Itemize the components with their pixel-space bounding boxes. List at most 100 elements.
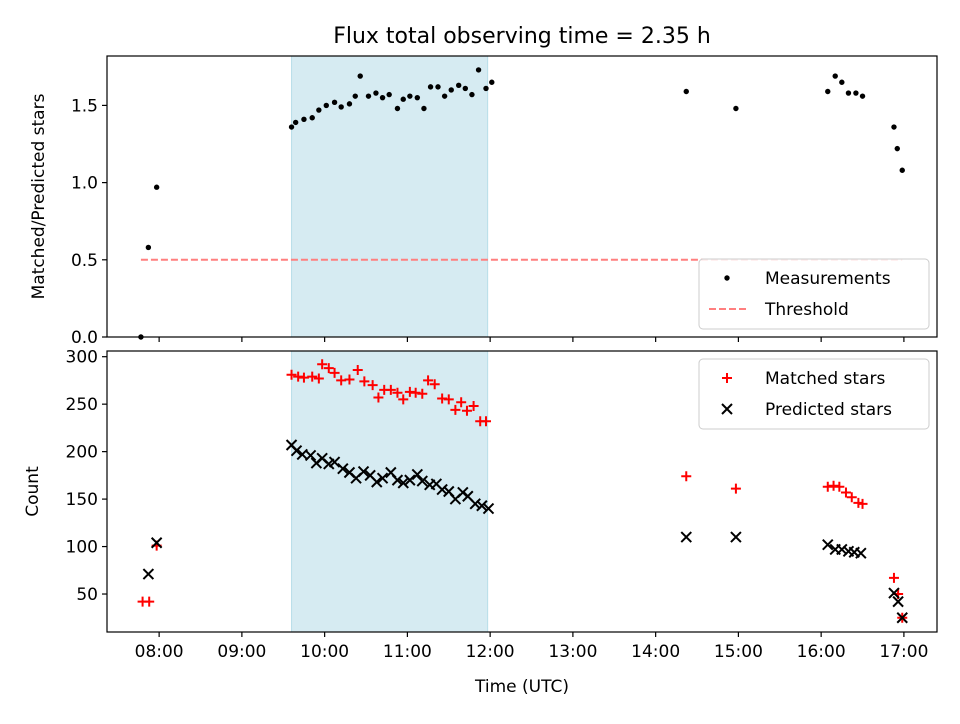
measurement-point <box>407 93 413 99</box>
measurement-point <box>365 93 372 99</box>
predicted-star-point <box>391 474 404 486</box>
measurement-point <box>469 91 475 98</box>
x-tick-label: 11:00 <box>383 642 432 662</box>
measurement-point <box>825 88 831 95</box>
series-predicted-stars <box>142 439 908 624</box>
matched-star-point <box>344 374 355 385</box>
y-tick-label: 1.0 <box>71 174 98 194</box>
y-tick-label: 1.5 <box>71 96 98 116</box>
x-tick-label: 09:00 <box>217 642 266 662</box>
series-matched-stars <box>137 359 908 623</box>
y-axis-label: Matched/Predicted stars <box>29 93 49 299</box>
measurement-point <box>421 105 427 112</box>
measurement-point <box>853 90 859 96</box>
matched-star-point <box>398 394 409 405</box>
x-axis-label: Time (UTC) <box>474 677 569 697</box>
matched-star-point <box>373 392 384 403</box>
matched-star-point <box>352 364 363 375</box>
legend-box <box>698 358 930 430</box>
measurement-point <box>448 87 454 93</box>
y-tick-label: 0.5 <box>71 251 98 271</box>
predicted-star-point <box>416 475 428 487</box>
predicted-star-point <box>730 531 742 543</box>
predicted-star-point <box>896 612 908 624</box>
matched-star-point <box>313 373 324 384</box>
measurement-point <box>301 116 307 123</box>
predicted-star-point <box>337 463 349 475</box>
measurement-point <box>331 99 338 106</box>
matched-star-point <box>730 483 741 494</box>
measurement-point <box>435 84 441 90</box>
predicted-star-point <box>469 498 481 510</box>
measurement-point <box>845 90 852 96</box>
matched-star-point <box>423 375 434 386</box>
measurement-point <box>288 124 295 130</box>
measurement-point <box>483 85 489 92</box>
measurement-point <box>338 104 344 110</box>
plot-root: 0.0 0.5 1.0 1.5 Matched/Predicted stars Measu… <box>23 55 938 697</box>
measurement-point <box>899 167 905 173</box>
measurement-point <box>455 82 462 89</box>
matched-star-point <box>144 596 155 607</box>
matched-star-point <box>468 401 479 412</box>
measurement-point <box>323 102 329 109</box>
legend: Measurements Threshold <box>698 258 930 330</box>
predicted-star-point <box>290 444 303 457</box>
matched-star-point <box>481 416 492 427</box>
x-tick-label: 08:00 <box>135 642 184 662</box>
panel-2: 50 100 150 200 250 300 08:00 09:00 10:00 11:00 12:… <box>23 348 938 697</box>
x-tick-label: 10:00 <box>300 642 349 662</box>
y-tick-label: 200 <box>66 443 98 463</box>
y-tick-label: 300 <box>66 348 98 368</box>
axes-frame <box>106 350 938 633</box>
legend-box <box>698 258 930 330</box>
matched-star-point <box>443 394 454 405</box>
x-tick-label: 12:00 <box>466 642 515 662</box>
axes-frame <box>106 55 938 338</box>
measurement-point <box>379 94 386 101</box>
x-tick-label: 17:00 <box>879 642 928 662</box>
predicted-star-point <box>476 500 488 512</box>
x-tick-label: 13:00 <box>548 642 597 662</box>
predicted-star-point <box>680 531 692 543</box>
measurement-point <box>357 73 363 79</box>
measurement-point <box>683 88 689 95</box>
y-tick-label: 50 <box>76 585 98 605</box>
matched-star-point <box>329 367 340 378</box>
matched-star-point <box>286 369 297 380</box>
measurement-point <box>462 85 469 92</box>
x-tick-label: 15:00 <box>714 642 763 662</box>
y-tick-label: 0.0 <box>71 328 98 348</box>
measurement-point <box>894 145 900 152</box>
measurement-point <box>400 96 406 102</box>
matched-star-point <box>681 471 692 482</box>
predicted-star-point <box>892 595 904 608</box>
measurement-point <box>489 79 495 85</box>
matched-star-point <box>461 405 472 416</box>
measurement-point <box>832 73 838 79</box>
matched-star-point <box>417 388 428 399</box>
predicted-star-point <box>404 474 416 486</box>
predicted-star-point <box>436 483 448 496</box>
matched-star-point <box>834 481 845 492</box>
predicted-star-point <box>328 456 341 468</box>
predicted-star-point <box>357 465 370 478</box>
chart-title: Flux total observing time = 2.35 h <box>333 24 711 49</box>
shaded-observing-span <box>291 350 489 633</box>
legend-label: Measurements <box>765 269 891 289</box>
legend-matched-swatch <box>722 373 732 383</box>
matched-star-point <box>450 404 461 415</box>
predicted-star-point <box>411 468 424 481</box>
legend-label: Matched stars <box>765 369 885 389</box>
legend: Matched stars Predicted stars <box>698 358 930 430</box>
shaded-observing-span <box>291 55 489 338</box>
predicted-star-point <box>888 587 900 599</box>
legend-label: Threshold <box>764 300 849 320</box>
matched-star-point <box>307 371 318 382</box>
matched-star-point <box>846 492 857 503</box>
legend-measurement-swatch <box>724 275 730 281</box>
measurement-point <box>733 105 739 112</box>
y-axis-label: Count <box>23 466 43 517</box>
